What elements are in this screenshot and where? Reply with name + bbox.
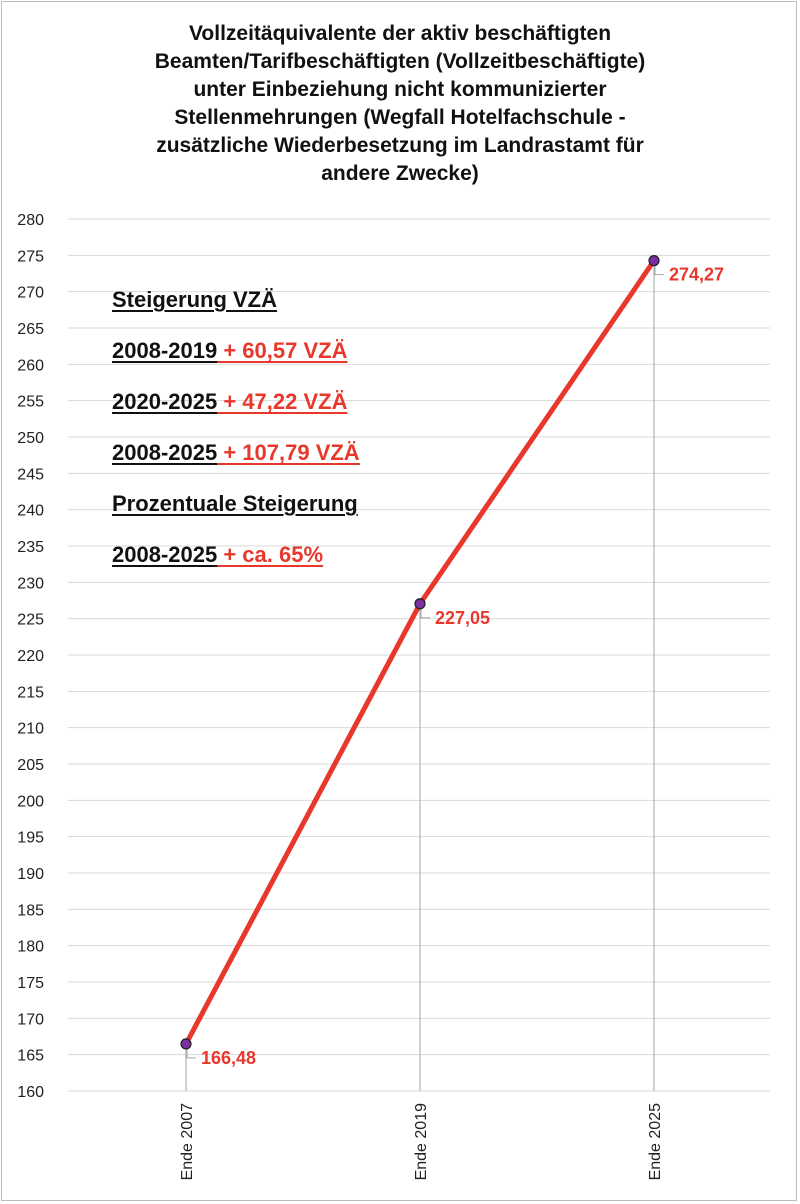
y-tick-label: 245 <box>17 466 44 483</box>
y-tick-label: 180 <box>17 939 44 956</box>
chart-title-line: Beamten/Tarifbeschäftigten (Vollzeitbesc… <box>154 50 646 73</box>
y-tick-label: 200 <box>17 793 44 810</box>
chart-title-line: Stellenmehrungen (Wegfall Hotelfachschul… <box>174 106 626 129</box>
annotation-value: + ca. 65% <box>217 542 324 567</box>
chart-title-line: zusätzliche Wiederbesetzung im Landrasta… <box>156 134 644 157</box>
y-tick-label: 275 <box>17 248 44 265</box>
data-label-leader <box>186 1047 196 1059</box>
y-tick-label: 280 <box>17 212 44 229</box>
y-tick-label: 240 <box>17 503 44 520</box>
chart-title-line: andere Zwecke) <box>321 162 479 185</box>
annotation-line: 2020-2025 + 47,22 VZÄ <box>112 388 512 416</box>
annotation-value: + 47,22 VZÄ <box>217 389 348 414</box>
y-tick-label: 170 <box>17 1011 44 1028</box>
y-tick-label: 235 <box>17 539 44 556</box>
y-tick-label: 205 <box>17 757 44 774</box>
y-tick-label: 230 <box>17 575 44 592</box>
data-label: 166,48 <box>201 1048 256 1068</box>
annotation-value: + 107,79 VZÄ <box>217 440 360 465</box>
annotation-line: 2008-2019 + 60,57 VZÄ <box>112 337 512 365</box>
annotation-line: 2008-2025 + 107,79 VZÄ <box>112 439 512 467</box>
chart-title-line: unter Einbeziehung nicht kommunizierter <box>193 78 607 101</box>
y-tick-label: 255 <box>17 394 44 411</box>
annotation-period: 2020-2025 <box>112 389 218 414</box>
y-tick-label: 225 <box>17 612 44 629</box>
annotation-box: Steigerung VZÄ 2008-2019 + 60,57 VZÄ 202… <box>112 286 512 592</box>
y-tick-label: 220 <box>17 648 44 665</box>
x-tick-label: Ende 2007 <box>179 1103 196 1181</box>
y-tick-label: 250 <box>17 430 44 447</box>
y-tick-label: 195 <box>17 830 44 847</box>
annotation-heading: Steigerung VZÄ <box>112 287 278 312</box>
data-label: 274,27 <box>669 265 724 285</box>
y-tick-label: 265 <box>17 321 44 338</box>
data-point <box>648 255 660 267</box>
x-tick-label: Ende 2019 <box>413 1103 430 1181</box>
y-tick-label: 160 <box>17 1084 44 1101</box>
data-label: 227,05 <box>435 608 490 628</box>
annotation-line: Steigerung VZÄ <box>112 286 512 314</box>
data-label-leader <box>420 607 430 619</box>
annotation-period: 2008-2019 <box>112 338 218 363</box>
y-tick-label: 270 <box>17 285 44 302</box>
annotation-period: 2008-2025 <box>112 542 218 567</box>
y-tick-label: 260 <box>17 357 44 374</box>
data-point <box>180 1038 192 1050</box>
annotation-line: Prozentuale Steigerung <box>112 490 512 518</box>
y-tick-label: 175 <box>17 975 44 992</box>
y-tick-label: 210 <box>17 721 44 738</box>
x-tick-label: Ende 2025 <box>647 1103 664 1181</box>
y-tick-label: 185 <box>17 902 44 919</box>
annotation-line: 2008-2025 + ca. 65% <box>112 541 512 569</box>
data-point <box>414 598 426 610</box>
y-tick-label: 215 <box>17 684 44 701</box>
annotation-period: 2008-2025 <box>112 440 218 465</box>
y-tick-label: 165 <box>17 1048 44 1065</box>
annotation-heading: Prozentuale Steigerung <box>112 491 358 516</box>
chart-title-line: Vollzeitäquivalente der aktiv beschäftig… <box>188 22 612 45</box>
y-tick-label: 190 <box>17 866 44 883</box>
data-label-leader <box>654 264 664 276</box>
annotation-value: + 60,57 VZÄ <box>217 338 348 363</box>
chart-title: Vollzeitäquivalente der aktiv beschäftig… <box>80 20 720 188</box>
